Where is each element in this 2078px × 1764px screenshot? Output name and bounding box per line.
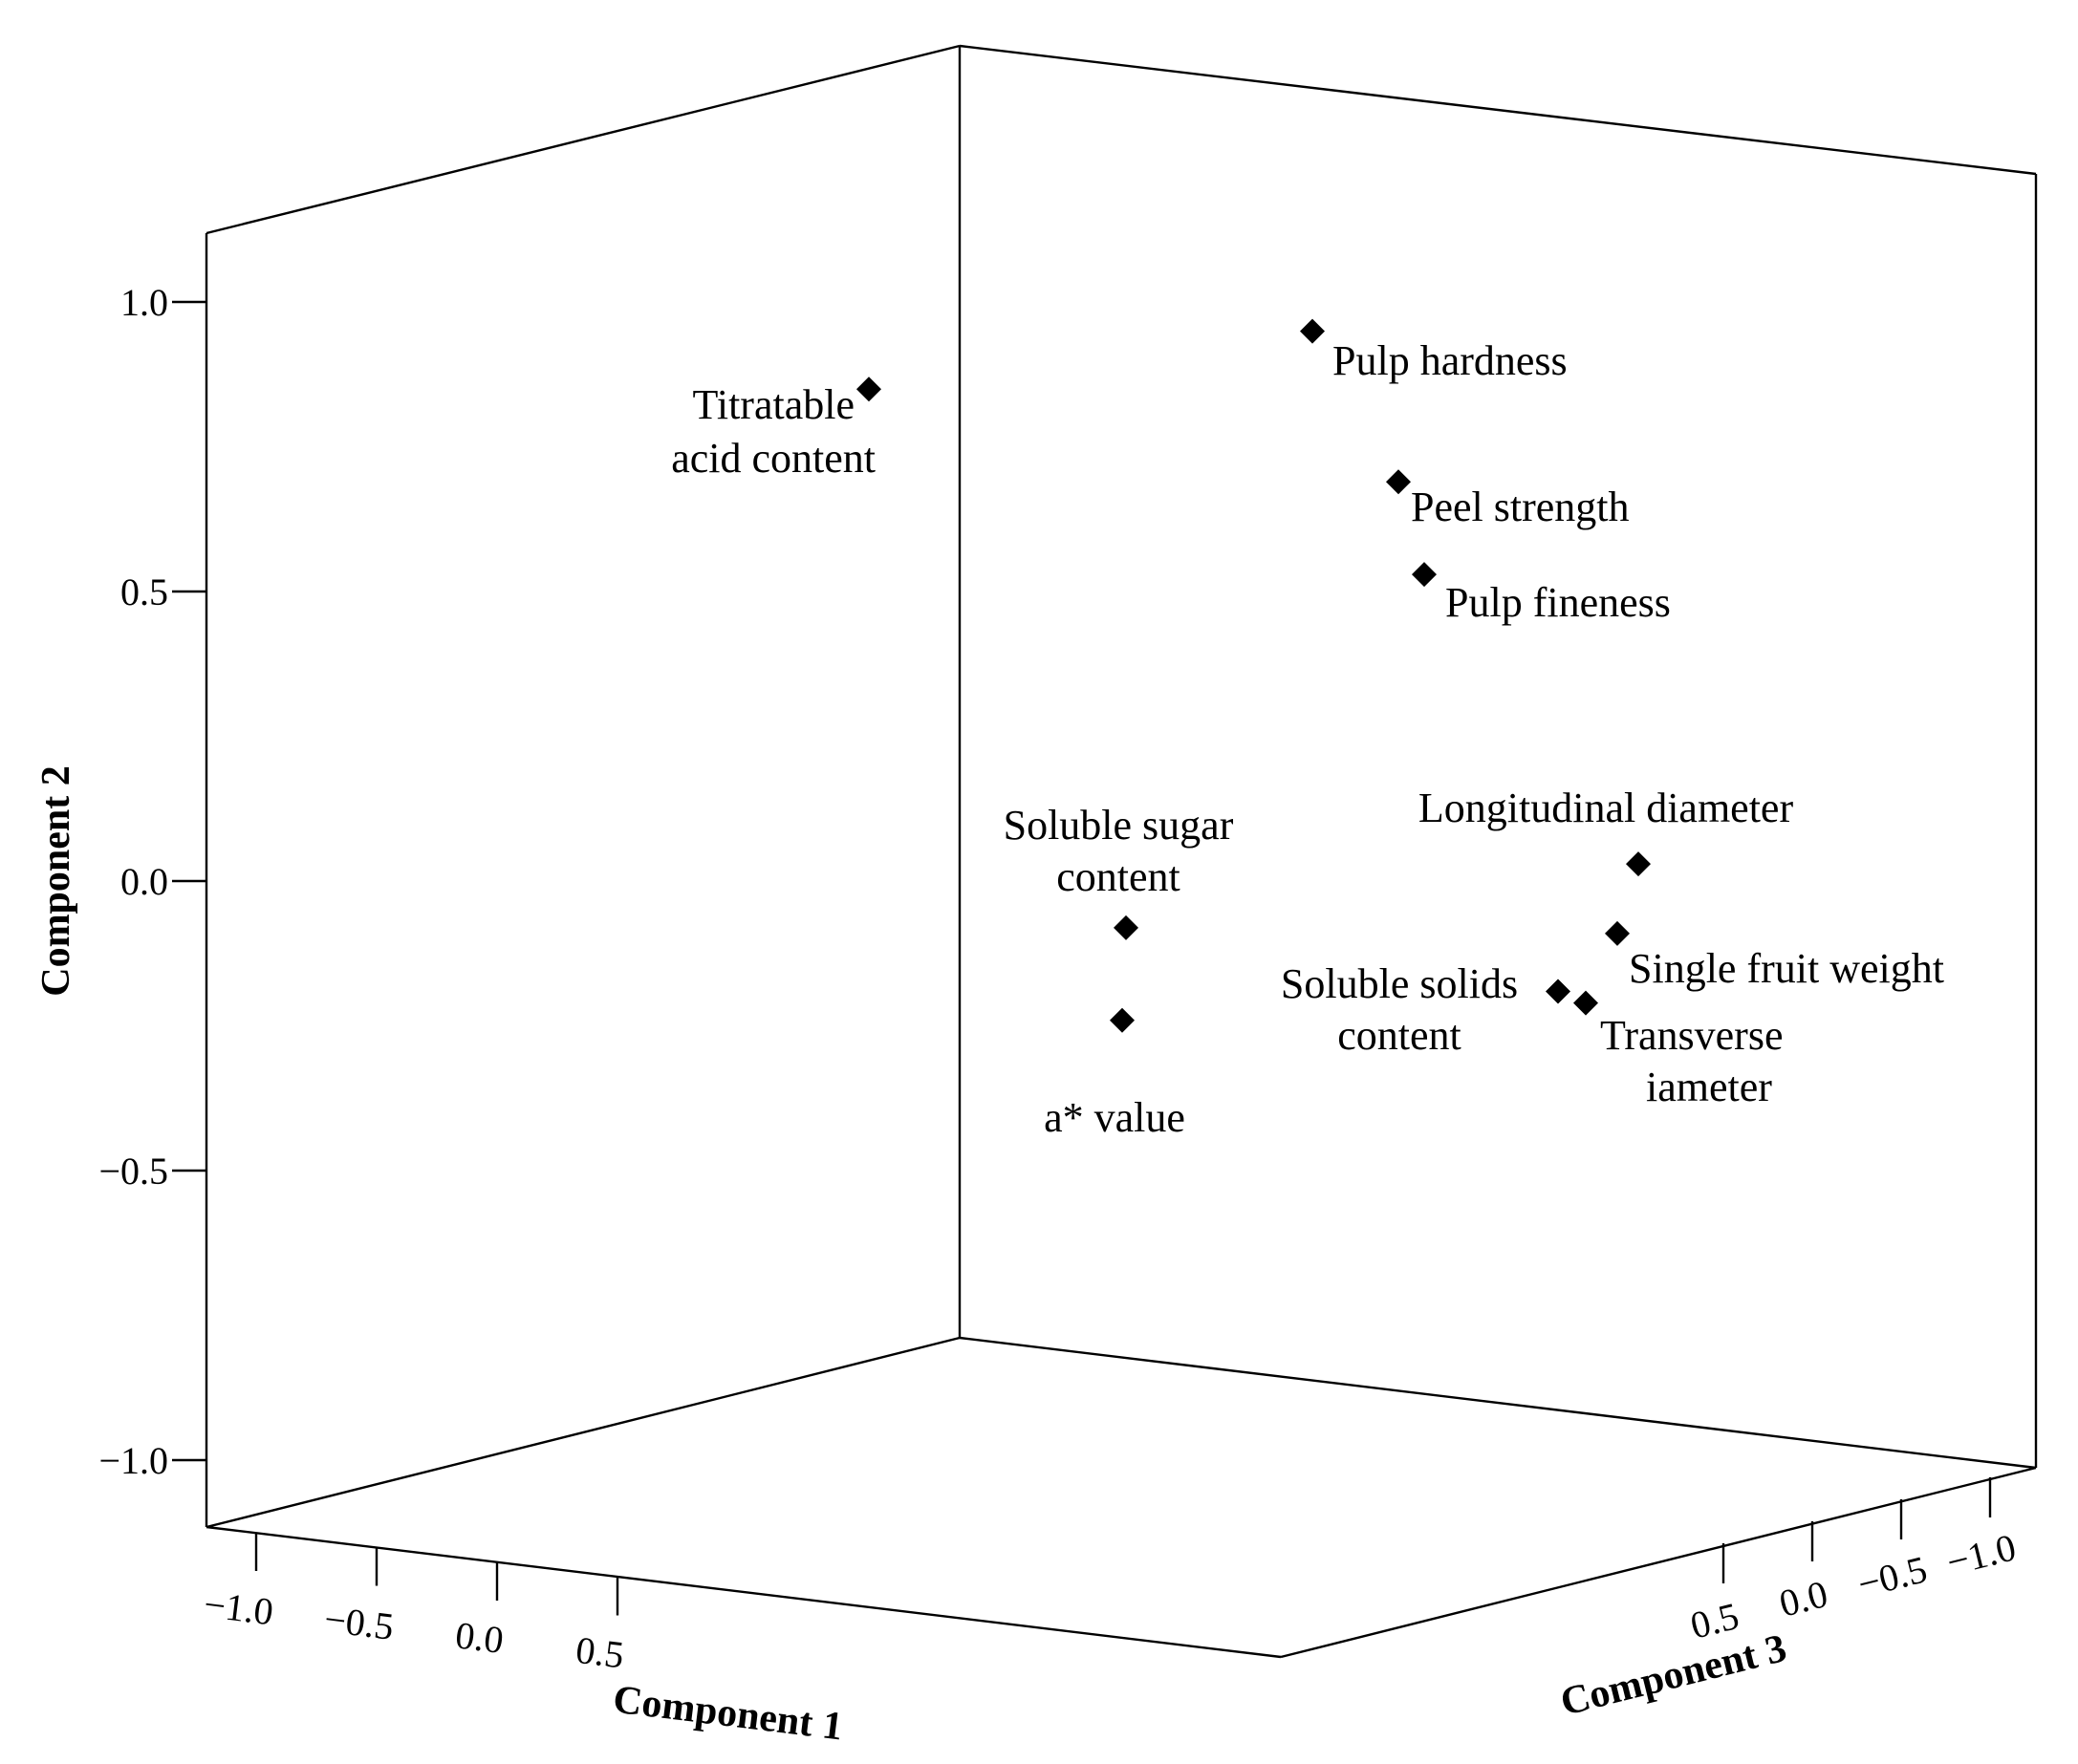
component-1-axis-title: Component 1 [611,1678,845,1750]
component-1-tick-label: 0.5 [574,1628,626,1677]
loading-points: Titratable acid content Pulp hardness Peel … [671,318,1944,1141]
component-2-tick-label: 1.0 [120,281,168,324]
data-point-marker [1546,979,1570,1004]
floor-front-left-edge [206,1525,1282,1659]
component-1-axis: −1.0 −0.5 0.0 0.5 [202,1533,626,1676]
data-point-marker [1110,1007,1135,1033]
component-2-tick-label: −1.0 [98,1439,168,1482]
component-2-axis-title: Component 2 [34,765,78,997]
component-3-axis: −1.0−0.50.00.5 [1686,1477,2020,1647]
data-point-marker [1626,851,1651,877]
floor-front-right-edge [1280,1466,2037,1659]
data-point-marker [856,376,881,402]
data-point-marker [1300,318,1325,344]
data-point-label: Titratable [693,381,855,428]
component-2-axis: −1.0 −0.5 0.0 0.5 1.0 [98,281,206,1482]
component-2-tick-label: 0.5 [120,570,168,613]
data-point-label: Soluble solids [1281,960,1518,1007]
component-3-tick-label: 0.0 [1775,1572,1831,1625]
data-point-label: a* value [1044,1094,1185,1141]
data-point-label: Pulp fineness [1445,579,1671,626]
data-point-label: Transverse [1600,1012,1783,1059]
data-point-label: iameter [1646,1064,1772,1110]
data-point-label: Longitudinal diameter [1418,785,1794,831]
data-point-marker [1573,990,1598,1016]
data-point-marker [1114,914,1138,940]
data-point-marker [1386,469,1411,495]
component-3-axis-title: Component 3 [1556,1626,1790,1725]
component-3-tick-label: −0.5 [1853,1547,1931,1605]
floor-back-left-edge [206,1336,961,1529]
component-1-tick-label: −0.5 [322,1597,397,1648]
top-right-edge [959,44,2037,176]
data-point-marker [1605,920,1630,946]
component-3-tick-label: −1.0 [1942,1525,2020,1583]
data-point-label: acid content [671,435,876,482]
component-2-tick-label: 0.0 [120,860,168,903]
data-point-label: Single fruit weight [1629,945,1944,992]
plot-box [205,44,2038,1659]
data-point-marker [1412,562,1437,588]
data-point-label: Pulp hardness [1332,337,1568,384]
top-left-edge [206,44,961,235]
component-1-tick-label: 0.0 [453,1613,506,1662]
component-1-tick-label: −1.0 [202,1582,276,1634]
floor-back-right-edge [959,1336,2037,1470]
data-point-label: content [1337,1012,1461,1059]
data-point-label: content [1056,853,1180,900]
data-point-label: Soluble sugar [1004,802,1234,849]
component-2-tick-label: −0.5 [98,1150,168,1193]
data-point-label: Peel strength [1411,484,1630,530]
